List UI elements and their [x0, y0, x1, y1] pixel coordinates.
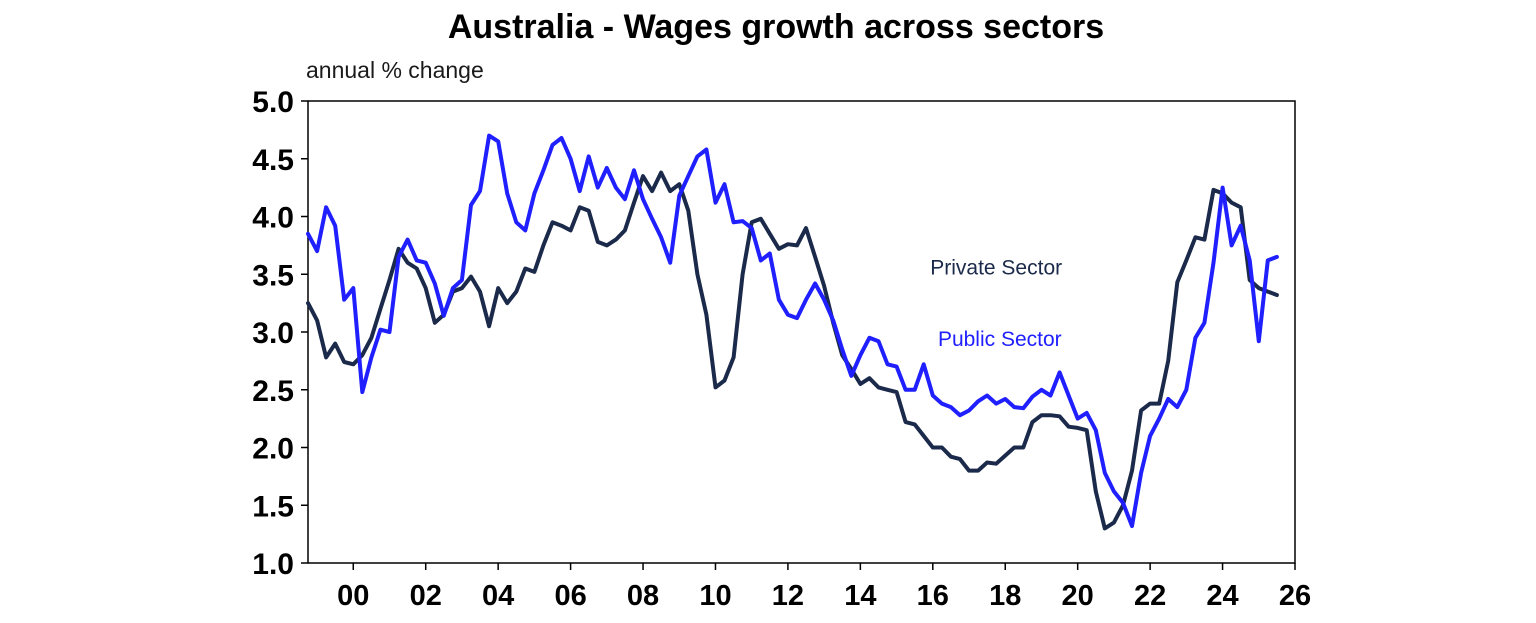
x-tick-label: 24 — [1206, 580, 1238, 612]
x-tick-label: 02 — [410, 580, 442, 612]
y-axis-ticks: 1.0 1.5 2.0 2.5 3.0 3.5 4.0 4.5 5.0 — [252, 86, 308, 581]
y-tick-label: 3.0 — [252, 317, 294, 350]
x-tick-label: 04 — [482, 580, 514, 612]
y-tick-label: 3.5 — [252, 259, 294, 292]
x-tick-label: 00 — [337, 580, 369, 612]
x-tick-label: 06 — [554, 580, 586, 612]
x-axis-ticks: 00 02 04 06 08 10 12 14 16 18 20 22 24 26 — [337, 563, 1311, 612]
plot-area-frame — [307, 100, 1296, 564]
y-tick-label: 2.0 — [252, 433, 294, 466]
x-tick-label: 10 — [699, 580, 731, 612]
x-tick-label: 08 — [627, 580, 659, 612]
y-tick-label: 5.0 — [252, 86, 294, 119]
series-lines — [306, 133, 1279, 531]
x-tick-label: 20 — [1062, 580, 1094, 612]
chart-title: Australia - Wages growth across sectors — [448, 8, 1104, 46]
y-tick-label: 1.5 — [252, 490, 294, 523]
y-tick-label: 2.5 — [252, 375, 294, 408]
public-sector-line — [306, 133, 1279, 528]
x-tick-label: 12 — [772, 580, 804, 612]
x-tick-label: 22 — [1134, 580, 1166, 612]
x-tick-label: 14 — [844, 580, 876, 612]
x-tick-label: 18 — [989, 580, 1021, 612]
private-sector-line — [306, 170, 1279, 531]
x-tick-label: 16 — [917, 580, 949, 612]
x-tick-label: 26 — [1279, 580, 1311, 612]
private-sector-label: Private Sector — [930, 256, 1062, 279]
y-tick-label: 4.0 — [252, 202, 294, 235]
y-tick-label: 4.5 — [252, 144, 294, 177]
public-sector-label: Public Sector — [938, 328, 1062, 351]
y-tick-label: 1.0 — [252, 548, 294, 581]
y-axis-label: annual % change — [306, 57, 484, 83]
series-labels: Private Sector Public Sector — [930, 256, 1062, 351]
